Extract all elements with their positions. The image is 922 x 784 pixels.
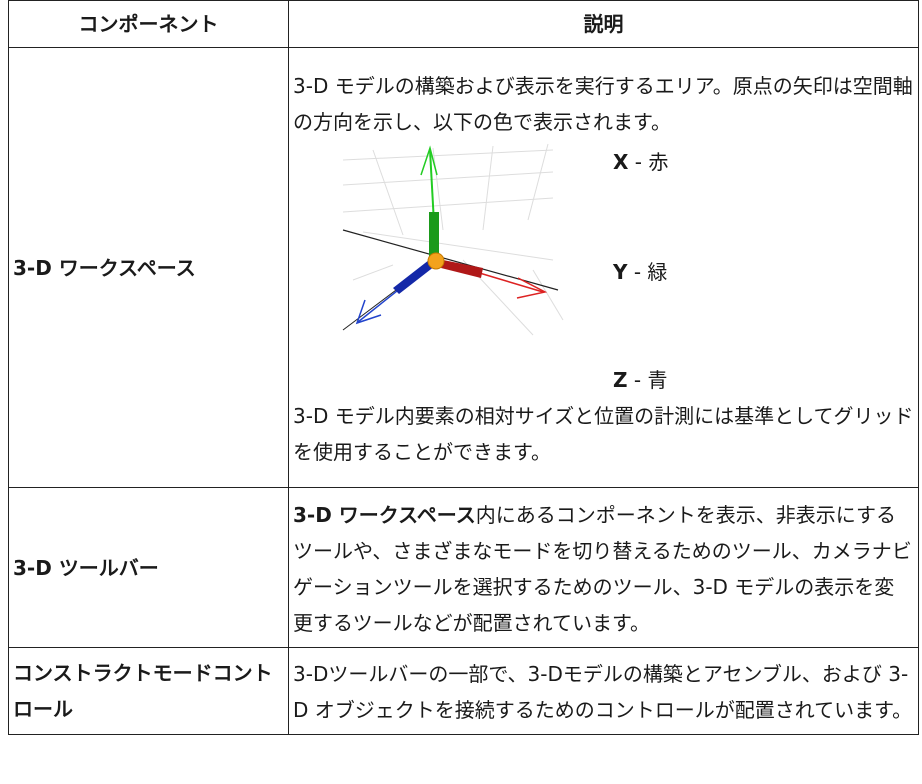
bold-term: 3-D ワークスペース (293, 502, 476, 527)
figure: X - 赤 Y - 緑 Z - 青 (293, 140, 914, 398)
row: 3-D ワークスペース 3-D モデルの構築および表示を実行するエリア。原点の矢… (8, 47, 919, 488)
axis-color: - 赤 (628, 149, 669, 174)
header-cell: コンポーネント (8, 0, 289, 48)
axis-label: X - 赤 (613, 144, 668, 180)
row: 3-D ツールバー 3-D ワークスペース内にあるコンポーネントを表示、非表示に… (8, 487, 919, 648)
axis-color: - 青 (627, 367, 668, 392)
axis-label: Z - 青 (613, 362, 667, 398)
row: コンストラクトモードコントロール 3-Dツールバーの一部で、3-Dモデルの構築と… (8, 647, 919, 735)
header-row: コンポーネント 説明 (8, 0, 919, 48)
component-cell: コンストラクトモードコントロール (8, 647, 289, 735)
header-cell: 説明 (288, 0, 919, 48)
components-table: コンポーネント 説明 3-D ワークスペース 3-D モデルの構築および表示を実… (8, 0, 919, 735)
axis-name: Z (613, 367, 628, 392)
description-cell: 3-D ワークスペース内にあるコンポーネントを表示、非表示にするツールや、さまざ… (288, 487, 919, 648)
component-cell: 3-D ワークスペース (8, 47, 289, 488)
axis-label: Y - 緑 (613, 254, 667, 290)
description-cell: 3-D モデルの構築および表示を実行するエリア。原点の矢印は空間軸の方向を示し、… (288, 47, 919, 488)
paragraph: 3-D モデルの構築および表示を実行するエリア。原点の矢印は空間軸の方向を示し、… (293, 73, 913, 134)
paragraph: 3-D モデル内要素の相対サイズと位置の計測には基準としてグリッドを使用すること… (293, 403, 914, 464)
component-cell: 3-D ツールバー (8, 487, 289, 648)
axis-name: Y (613, 259, 628, 284)
axes-illustration (342, 143, 564, 335)
axis-color: - 緑 (627, 259, 668, 284)
axis-name: X (613, 149, 629, 174)
description-cell: 3-Dツールバーの一部で、3-Dモデルの構築とアセンブル、および 3-D オブジ… (288, 647, 919, 735)
description-text: 内にあるコンポーネントを表示、非表示にするツールや、さまざまなモードを切り替える… (293, 502, 912, 635)
